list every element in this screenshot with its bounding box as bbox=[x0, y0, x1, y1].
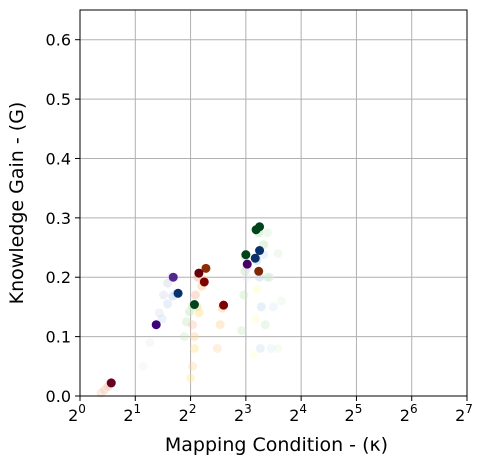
x-tick-label: 22 bbox=[179, 402, 197, 425]
y-tick-label: 0.0 bbox=[46, 387, 71, 406]
trail-point bbox=[138, 361, 148, 371]
data-point bbox=[219, 300, 229, 310]
trail-point bbox=[263, 272, 273, 282]
data-point bbox=[242, 259, 252, 269]
trail-point bbox=[256, 302, 266, 312]
trail-point bbox=[189, 332, 199, 342]
y-tick-label: 0.3 bbox=[46, 209, 71, 228]
x-tick-label: 26 bbox=[400, 402, 418, 425]
trail-point bbox=[189, 343, 199, 353]
trail-point bbox=[154, 308, 164, 318]
trail-point bbox=[265, 272, 275, 282]
trail-points bbox=[96, 228, 286, 398]
data-point bbox=[250, 253, 260, 263]
y-tick-label: 0.5 bbox=[46, 90, 71, 109]
trail-point bbox=[255, 343, 265, 353]
data-point bbox=[255, 246, 265, 256]
data-point bbox=[194, 268, 204, 278]
x-tick-label: 27 bbox=[455, 402, 473, 425]
data-points bbox=[106, 222, 265, 388]
data-point bbox=[173, 288, 183, 298]
y-axis-ticks: 0.0 0.1 0.2 0.3 0.4 0.5 0.6 bbox=[46, 31, 80, 406]
trail-point bbox=[266, 343, 276, 353]
trail-point bbox=[163, 299, 173, 309]
trail-point bbox=[273, 343, 283, 353]
data-point bbox=[254, 266, 264, 276]
trail-point bbox=[190, 290, 200, 300]
x-axis-label: Mapping Condition - (κ) bbox=[165, 434, 388, 456]
trail-point bbox=[240, 266, 250, 276]
x-tick-label: 24 bbox=[289, 402, 307, 425]
trail-point bbox=[186, 373, 196, 383]
y-tick-label: 0.6 bbox=[46, 31, 71, 50]
trail-point bbox=[241, 272, 251, 282]
trail-point bbox=[263, 228, 273, 238]
trail-point bbox=[276, 296, 286, 306]
trail-point bbox=[237, 326, 247, 336]
x-tick-label: 20 bbox=[68, 402, 86, 425]
trail-point bbox=[181, 317, 191, 327]
y-axis-label: Knowledge Gain - (G) bbox=[6, 102, 28, 305]
data-point bbox=[241, 250, 251, 260]
trail-point bbox=[260, 320, 270, 330]
trail-point bbox=[194, 308, 204, 318]
trail-point bbox=[212, 343, 222, 353]
x-tick-label: 23 bbox=[234, 402, 252, 425]
trail-point bbox=[188, 320, 198, 330]
data-point bbox=[106, 378, 116, 388]
y-tick-label: 0.2 bbox=[46, 268, 71, 287]
grid-lines bbox=[79, 10, 468, 397]
x-axis-ticks: 20 21 22 23 24 25 26 27 bbox=[68, 396, 473, 425]
trail-point bbox=[215, 320, 225, 330]
trail-point bbox=[145, 338, 155, 348]
trail-point bbox=[100, 385, 110, 395]
plot-frame bbox=[79, 9, 468, 397]
x-tick-label: 21 bbox=[123, 402, 141, 425]
y-tick-label: 0.4 bbox=[46, 149, 71, 168]
data-point bbox=[251, 225, 261, 235]
trail-point bbox=[188, 361, 198, 371]
trail-point bbox=[250, 314, 260, 324]
trail-point bbox=[268, 302, 278, 312]
data-point bbox=[199, 277, 209, 287]
trail-point bbox=[96, 388, 106, 398]
trail-point bbox=[248, 349, 258, 359]
data-point bbox=[168, 272, 178, 282]
data-point bbox=[189, 300, 199, 310]
y-tick-label: 0.1 bbox=[46, 328, 71, 347]
trail-point bbox=[179, 332, 189, 342]
trail-point bbox=[157, 314, 167, 324]
trail-point bbox=[239, 290, 249, 300]
trail-point bbox=[273, 248, 283, 258]
trail-point bbox=[252, 284, 262, 294]
data-point bbox=[201, 263, 211, 273]
data-point bbox=[151, 320, 161, 330]
x-tick-label: 25 bbox=[345, 402, 363, 425]
trail-point bbox=[159, 290, 169, 300]
